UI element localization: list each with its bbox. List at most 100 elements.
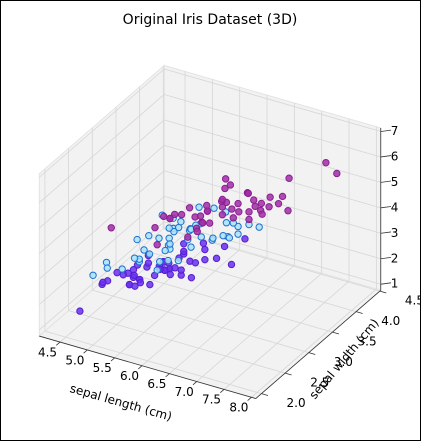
x-tick-label: 5.0 <box>65 353 84 367</box>
point <box>153 241 161 249</box>
point <box>241 235 249 243</box>
y-tick-label: 3.5 <box>358 335 377 349</box>
z-tick-label: 2 <box>391 251 399 265</box>
point <box>199 219 207 227</box>
point <box>166 270 174 279</box>
point <box>145 231 153 240</box>
point <box>235 208 243 216</box>
point <box>166 214 174 223</box>
x-tick-label: 4.5 <box>38 345 57 359</box>
point <box>226 181 235 189</box>
tick-mark <box>192 381 197 386</box>
grid-line <box>115 269 333 333</box>
point <box>255 223 263 231</box>
tick-mark <box>83 349 88 354</box>
point <box>185 204 194 212</box>
point <box>187 243 195 251</box>
point <box>177 266 185 274</box>
point <box>195 203 203 211</box>
grid-line <box>38 119 165 229</box>
grid-line <box>164 144 381 209</box>
point <box>184 233 192 241</box>
x-tick-label: 7.0 <box>175 385 194 399</box>
tick-mark <box>56 341 61 346</box>
x-tick-label: 5.5 <box>93 361 112 375</box>
point <box>234 230 242 238</box>
point <box>258 210 266 218</box>
grid-line <box>38 195 165 305</box>
point <box>161 246 169 255</box>
tick-mark <box>380 155 392 158</box>
point <box>278 192 287 201</box>
grid-line <box>196 272 322 382</box>
point <box>160 212 168 221</box>
point <box>193 227 201 236</box>
point <box>180 247 188 256</box>
point <box>221 184 229 193</box>
point <box>257 199 266 208</box>
point <box>203 207 212 215</box>
y-tick-label: 4.0 <box>381 314 400 328</box>
point <box>322 158 330 167</box>
point <box>165 224 173 232</box>
point <box>146 280 154 289</box>
point <box>89 271 97 279</box>
point <box>107 224 115 232</box>
grid-line <box>38 145 165 254</box>
tick-mark <box>380 256 392 260</box>
x-tick-label: 7.5 <box>202 393 221 407</box>
point <box>219 231 227 240</box>
point <box>156 258 164 266</box>
grid-line <box>68 310 286 374</box>
point <box>170 210 179 219</box>
point <box>250 196 258 204</box>
grid-line <box>38 68 165 178</box>
y-tick-label: 3.0 <box>334 355 353 369</box>
z-tick-label: 4 <box>391 200 399 214</box>
point <box>99 278 107 287</box>
point <box>218 195 227 204</box>
point <box>212 254 221 263</box>
z-tick-label: 1 <box>391 277 399 291</box>
point <box>118 265 126 273</box>
point <box>284 207 292 215</box>
point <box>229 214 238 222</box>
point <box>171 264 179 272</box>
point <box>136 278 145 287</box>
point <box>191 259 200 267</box>
grid-line <box>169 265 295 374</box>
grid-line <box>38 94 165 204</box>
point <box>201 255 209 264</box>
point <box>197 233 205 241</box>
point <box>130 254 139 262</box>
tick-mark <box>379 290 387 294</box>
z-tick-label: 5 <box>391 175 399 189</box>
point <box>227 260 236 269</box>
point <box>234 199 242 208</box>
chart-title: Original Iris Dataset (3D) <box>123 12 298 28</box>
point <box>221 175 230 183</box>
grid-line <box>164 94 381 158</box>
z-tick-label: 3 <box>391 226 399 240</box>
y-tick-label: 2.5 <box>310 376 329 390</box>
point <box>201 245 209 254</box>
z-tick-label: 6 <box>391 149 399 163</box>
point <box>265 203 273 211</box>
point <box>144 259 153 267</box>
tick-mark <box>308 352 316 355</box>
point <box>187 273 196 282</box>
tick-mark <box>261 393 269 396</box>
y-tick-label: 2.0 <box>287 396 306 410</box>
point <box>76 307 84 315</box>
point <box>113 268 121 277</box>
point <box>285 174 293 182</box>
point <box>333 169 341 178</box>
point <box>196 212 205 220</box>
point <box>209 234 217 242</box>
tick-mark <box>380 231 392 234</box>
grid-line <box>251 288 377 398</box>
grid-line <box>223 280 350 390</box>
tick-mark <box>380 129 392 132</box>
point <box>130 271 138 280</box>
tick-mark <box>380 180 392 183</box>
